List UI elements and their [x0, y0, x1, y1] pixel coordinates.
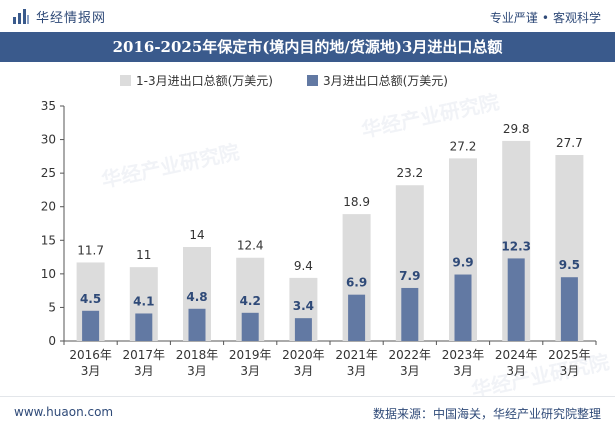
- bar-chart: 0 5 10 15 20 25 30 35 11.7 4.5 2016年 3月 11 4.1 2017年 3月…: [41, 99, 597, 378]
- x-tick-label-4-1: 3月: [294, 364, 314, 378]
- footer-source: 数据来源：中国海关，华经产业研究院整理: [372, 407, 601, 421]
- legend-swatch-march: [306, 75, 318, 86]
- x-tick-label-4-0: 2020年: [282, 348, 325, 362]
- top-bar: 华经情报网 专业严谨 • 客观科学: [0, 0, 615, 32]
- chart-logo-icon: [13, 9, 29, 24]
- y-tick-label-2: 10: [41, 267, 56, 281]
- legend-label-total: 1-3月进出口总额(万美元): [136, 74, 273, 88]
- bar-march-0: [82, 310, 100, 341]
- data-label-total-1: 11: [136, 248, 151, 262]
- data-label-total-8: 29.8: [503, 122, 530, 136]
- bar-march-4: [294, 318, 312, 341]
- legend-swatch-total: [120, 75, 131, 86]
- x-tick-label-0-0: 2016年: [69, 348, 112, 362]
- y-tick-label-5: 25: [41, 166, 56, 180]
- brand-logo[interactable]: 华经情报网: [12, 6, 106, 26]
- bar-march-9: [560, 277, 578, 341]
- x-tick-label-9-1: 3月: [560, 364, 580, 378]
- data-label-total-7: 27.2: [450, 139, 477, 153]
- y-tick-label-3: 15: [41, 233, 56, 247]
- x-tick-label-1-0: 2017年: [123, 348, 166, 362]
- bar-march-8: [507, 258, 525, 341]
- data-label-march-9: 9.5: [559, 258, 580, 272]
- x-tick-label-8-1: 3月: [506, 364, 526, 378]
- x-tick-label-7-1: 3月: [453, 364, 473, 378]
- data-label-march-1: 4.1: [133, 294, 154, 308]
- chart-legend: 1-3月进出口总额(万美元) 3月进出口总额(万美元): [120, 72, 482, 89]
- bar-march-7: [454, 274, 472, 341]
- bar-march-6: [401, 287, 419, 341]
- x-tick-label-1-1: 3月: [134, 364, 154, 378]
- x-tick-label-6-0: 2022年: [389, 348, 432, 362]
- data-label-march-0: 4.5: [80, 292, 101, 306]
- footer-url[interactable]: www.huaon.com: [14, 405, 114, 419]
- data-label-march-4: 3.4: [293, 299, 314, 313]
- x-tick-label-3-1: 3月: [240, 364, 260, 378]
- y-tick-label-0: 0: [48, 334, 56, 348]
- data-label-total-0: 11.7: [77, 243, 104, 257]
- data-label-total-6: 23.2: [396, 166, 423, 180]
- bar-march-2: [188, 308, 206, 341]
- legend-label-march: 3月进出口总额(万美元): [322, 74, 448, 88]
- y-tick-label-4: 20: [41, 200, 56, 214]
- legend-item-march: 3月进出口总额(万美元): [306, 72, 448, 89]
- x-tick-label-9-0: 2025年: [548, 348, 591, 362]
- x-tick-label-2-0: 2018年: [176, 348, 219, 362]
- data-label-march-2: 4.8: [186, 290, 207, 304]
- y-tick-label-1: 5: [48, 300, 56, 314]
- footer: www.huaon.com 数据来源：中国海关，华经产业研究院整理: [0, 396, 615, 428]
- data-label-total-9: 27.7: [556, 136, 583, 150]
- data-label-total-2: 14: [189, 228, 204, 242]
- x-tick-label-2-1: 3月: [187, 364, 207, 378]
- data-label-march-3: 4.2: [240, 294, 261, 308]
- x-tick-label-8-0: 2024年: [495, 348, 538, 362]
- x-tick-label-3-0: 2019年: [229, 348, 272, 362]
- y-tick-label-7: 35: [41, 99, 56, 113]
- data-label-march-8: 12.3: [501, 239, 531, 253]
- y-tick-label-6: 30: [41, 133, 56, 147]
- chart-title: 2016-2025年保定市(境内目的地/货源地)3月进出口总额: [0, 32, 615, 62]
- data-label-march-6: 7.9: [399, 269, 420, 283]
- data-label-total-3: 12.4: [237, 239, 264, 253]
- slogan: 专业严谨 • 客观科学: [490, 9, 601, 26]
- slogan-left: 专业严谨: [489, 11, 538, 25]
- data-label-march-7: 9.9: [452, 256, 473, 270]
- slogan-separator: •: [541, 11, 549, 25]
- bar-march-5: [348, 294, 366, 341]
- data-label-march-5: 6.9: [346, 276, 367, 290]
- x-tick-label-0-1: 3月: [81, 364, 101, 378]
- slogan-right: 客观科学: [552, 11, 601, 25]
- legend-item-total: 1-3月进出口总额(万美元): [120, 72, 273, 89]
- x-tick-label-7-0: 2023年: [442, 348, 485, 362]
- data-label-total-4: 9.4: [294, 259, 313, 273]
- x-tick-label-6-1: 3月: [400, 364, 420, 378]
- bar-march-3: [241, 312, 259, 341]
- bar-march-1: [135, 313, 153, 341]
- data-label-total-5: 18.9: [343, 195, 370, 209]
- brand-name: 华经情报网: [36, 10, 107, 26]
- x-tick-label-5-0: 2021年: [335, 348, 378, 362]
- x-tick-label-5-1: 3月: [347, 364, 367, 378]
